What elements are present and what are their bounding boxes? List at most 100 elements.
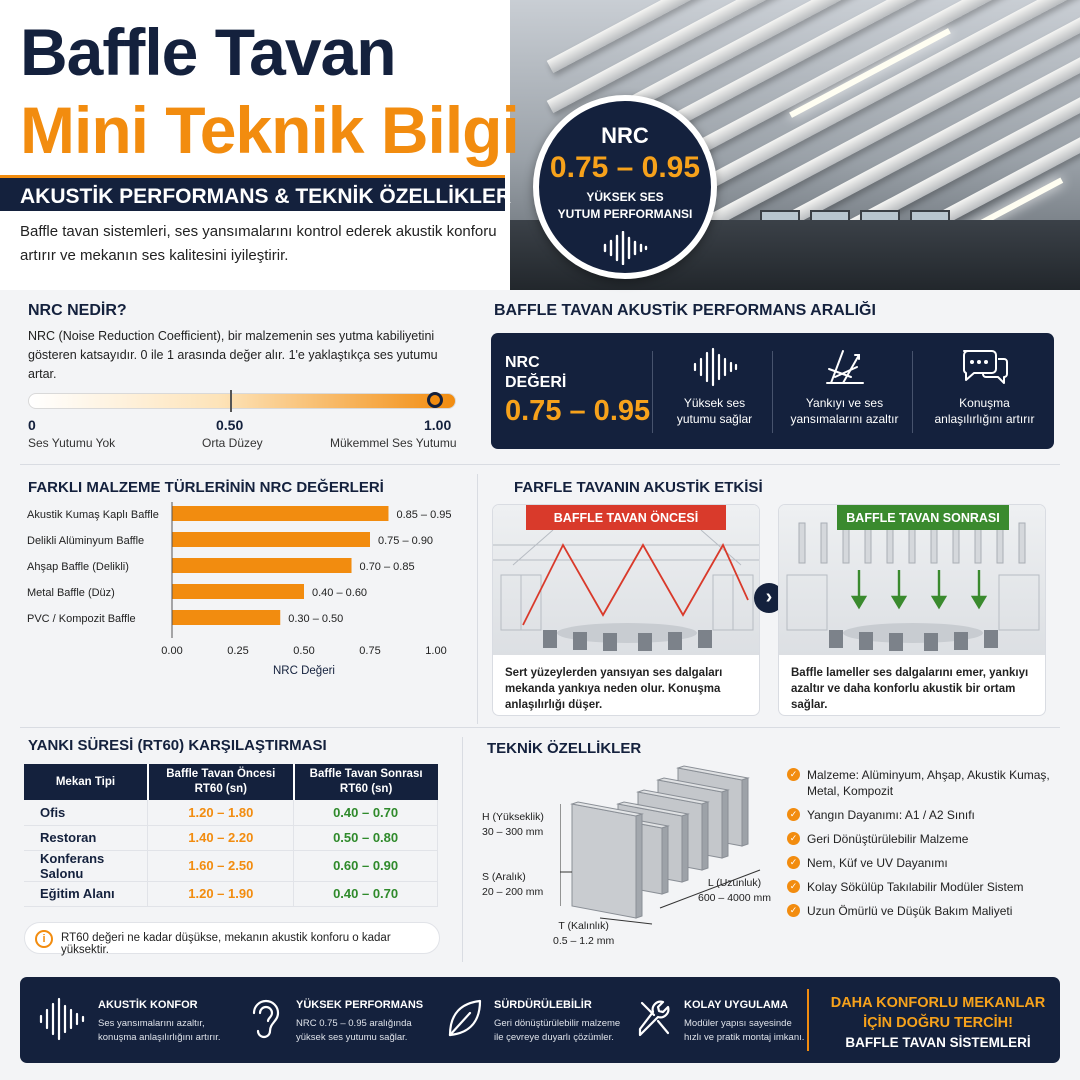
- intro-text: Baffle tavan sistemleri, ses yansımaları…: [20, 223, 497, 264]
- col-after-line-1: Baffle Tavan Sonrası: [309, 768, 423, 780]
- row-after: 0.50 – 0.80: [293, 825, 438, 851]
- before-scene: BAFFLE TAVAN ÖNCESİ Sert yüzeylerden yan…: [492, 504, 760, 716]
- check-icon: ✓: [787, 856, 800, 869]
- range-feature-3: Konuşma anlaşılırlığını artırır: [917, 341, 1052, 427]
- ceiling-photo: [510, 0, 1080, 290]
- scale-label-0: Ses Yutumu Yok: [28, 436, 116, 450]
- dim-length-value: 600 – 4000 mm: [698, 892, 771, 904]
- table-row: Eğitim Alanı 1.20 – 1.90 0.40 – 0.70: [24, 881, 438, 907]
- range-feature-2-line-1: Yankıyı ve ses: [805, 396, 884, 410]
- nrc-badge: NRC 0.75 – 0.95 YÜKSEK SES YUTUM PERFORM…: [533, 95, 717, 279]
- col-after: Baffle Tavan Sonrası RT60 (sn): [293, 764, 438, 800]
- bar-category-label: Ahşap Baffle (Delikli): [27, 561, 129, 573]
- footer-item-3-line-2: ile çevreye duyarlı çözümler.: [494, 1032, 614, 1043]
- scale-label-2: Mükemmel Ses Yutumu: [330, 436, 457, 450]
- bar-category-label: Delikli Alüminyum Baffle: [27, 535, 144, 547]
- effect-title: FARFLE TAVANIN AKUSTİK ETKİSİ: [514, 479, 763, 496]
- x-tick-label: 0.75: [359, 645, 380, 657]
- spec-text: Geri Dönüştürülebilir Malzeme: [807, 832, 969, 846]
- after-scene: BAFFLE TAVAN SONRASI Baffle lameller ses…: [778, 504, 1046, 716]
- sound-wave-icon: [657, 347, 772, 387]
- cta-headline: DAHA KONFORLU MEKANLAR İÇİN DOĞRU TERCİH!: [820, 993, 1056, 1033]
- range-feature-2: Yankıyı ve ses yansımalarını azaltır: [777, 341, 912, 427]
- col-before-line-1: Baffle Tavan Öncesi: [166, 768, 276, 780]
- table-row: Konferans Salonu 1.60 – 2.50 0.60 – 0.90: [24, 850, 438, 882]
- before-caption: Sert yüzeylerden yansıyan ses dalgaları …: [505, 667, 723, 711]
- sound-wave-icon: [539, 230, 711, 270]
- range-feature-1: Yüksek ses yutumu sağlar: [657, 341, 772, 427]
- dim-spacing-label: S (Aralık): [482, 871, 526, 883]
- x-tick-label: 0.00: [161, 645, 182, 657]
- speech-bubbles-icon: [917, 347, 1052, 387]
- range-label-line-2: DEĞERİ: [505, 374, 567, 391]
- range-feature-1-line-1: Yüksek ses: [683, 396, 746, 410]
- bar-value-label: 0.40 – 0.60: [312, 587, 367, 599]
- rt60-note-text: RT60 değeri ne kadar düşükse, mekanın ak…: [61, 932, 391, 956]
- badge-caption-1: YÜKSEK SES: [586, 190, 664, 204]
- bar-value-label: 0.30 – 0.50: [288, 613, 343, 625]
- footer-item-1-line-1: Ses yansımalarını azaltır,: [98, 1018, 205, 1029]
- list-item: ✓ Kolay Sökülüp Takılabilir Modüler Siste…: [787, 879, 1067, 895]
- footer-banner: AKUSTİK KONFOR Ses yansımalarını azaltır…: [20, 977, 1060, 1063]
- scale-value-0: 0: [28, 417, 36, 433]
- info-icon: i: [35, 930, 53, 948]
- bar-value-label: 0.70 – 0.85: [360, 561, 415, 573]
- technical-title: TEKNİK ÖZELLİKLER: [487, 740, 642, 757]
- badge-caption-2: YUTUM PERFORMANSI: [557, 207, 693, 221]
- row-after: 0.60 – 0.90: [293, 850, 438, 882]
- range-feature-3-line-2: anlaşılırlığını artırır: [934, 412, 1035, 426]
- row-space: Ofis: [24, 800, 149, 826]
- bar-category-label: Akustik Kumaş Kaplı Baffle: [27, 509, 159, 521]
- footer-item-4-line-2: hızlı ve pratik montaj imkanı.: [684, 1032, 805, 1043]
- nrc-title: NRC NEDİR?: [28, 302, 127, 319]
- dim-thickness-value: 0.5 – 1.2 mm: [553, 935, 615, 947]
- leaf-icon: [444, 997, 484, 1046]
- table-row: Ofis 1.20 – 1.80 0.40 – 0.70: [24, 800, 438, 826]
- rt60-note: i RT60 değeri ne kadar düşükse, mekanın …: [24, 922, 440, 956]
- col-before-line-2: RT60 (sn): [194, 783, 247, 795]
- scale-value-1: 0.50: [216, 417, 244, 433]
- dim-thickness: T (Kalınlık) 0.5 – 1.2 mm: [553, 919, 614, 949]
- row-space: Restoran: [24, 825, 149, 851]
- col-space: Mekan Tipi: [24, 764, 149, 800]
- col-after-line-2: RT60 (sn): [339, 783, 393, 795]
- nrc-description: NRC (Noise Reduction Coefficient), bir m…: [28, 329, 438, 381]
- row-after: 0.40 – 0.70: [293, 800, 438, 826]
- check-icon: ✓: [787, 904, 800, 917]
- title-line-1: Baffle Tavan: [20, 15, 397, 89]
- range-title: BAFFLE TAVAN AKUSTİK PERFORMANS ARALIĞI: [494, 302, 876, 319]
- spec-text: Nem, Küf ve UV Dayanımı: [807, 856, 948, 870]
- footer-item-1-title: AKUSTİK KONFOR: [98, 999, 198, 1011]
- header: Baffle Tavan Mini Teknik Bilgi AKUSTİK P…: [0, 0, 1080, 290]
- range-feature-1-line-2: yutumu sağlar: [676, 412, 753, 426]
- row-before: 1.40 – 2.20: [147, 825, 295, 851]
- rt60-table: Mekan Tipi Baffle Tavan Öncesi RT60 (sn) …: [24, 764, 438, 907]
- row-before: 1.20 – 1.90: [147, 881, 295, 907]
- x-axis-label: NRC Değeri: [273, 665, 335, 677]
- footer-item-3-title: SÜRDÜRÜLEBİLİR: [494, 999, 592, 1011]
- bar: [172, 506, 389, 521]
- row-before: 1.60 – 2.50: [147, 850, 295, 882]
- badge-label: NRC: [601, 123, 649, 148]
- echo-reflection-icon: [777, 347, 912, 387]
- cta-line-1: DAHA KONFORLU MEKANLAR: [830, 995, 1046, 1011]
- range-panel: NRC DEĞERİ 0.75 – 0.95 Yüksek ses yutumu…: [491, 333, 1054, 449]
- bar-category-label: PVC / Kompozit Baffle: [27, 613, 136, 625]
- bar: [172, 584, 304, 599]
- row-after: 0.40 – 0.70: [293, 881, 438, 907]
- badge-value: 0.75 – 0.95: [549, 151, 701, 184]
- scale-marker: [426, 392, 443, 408]
- x-tick-label: 0.25: [227, 645, 248, 657]
- list-item: ✓ Yangın Dayanımı: A1 / A2 Sınıfı: [787, 807, 1067, 823]
- footer-item-2-line-2: yüksek ses yutumu sağlar.: [296, 1032, 408, 1043]
- row-before: 1.20 – 1.80: [147, 800, 295, 826]
- range-feature-2-line-2: yansımalarını azaltır: [790, 412, 899, 426]
- footer-item-4-title: KOLAY UYGULAMA: [684, 999, 788, 1011]
- row-space: Konferans Salonu: [24, 850, 149, 882]
- bar: [172, 610, 281, 625]
- tools-icon: [634, 997, 674, 1046]
- subtitle-band: AKUSTİK PERFORMANS & TEKNİK ÖZELLİKLER: [0, 175, 511, 211]
- sound-wave-icon: [38, 997, 86, 1046]
- check-icon: ✓: [787, 768, 800, 781]
- range-value: 0.75 – 0.95: [505, 395, 651, 427]
